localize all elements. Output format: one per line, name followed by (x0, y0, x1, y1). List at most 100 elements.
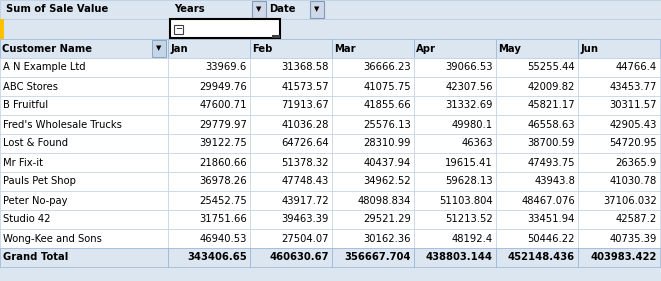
Bar (414, 39, 496, 58)
Text: B Fruitful: B Fruitful (3, 101, 48, 110)
Bar (578, 96, 660, 115)
Bar (332, 210, 414, 229)
Bar (332, 153, 414, 172)
Bar (496, 96, 578, 115)
Bar (496, 210, 578, 229)
Bar (168, 229, 250, 248)
Bar (168, 77, 250, 96)
Bar (0, 77, 168, 96)
Text: Mar: Mar (334, 44, 356, 53)
Bar (0, 58, 168, 77)
Text: −: − (175, 24, 182, 33)
Bar (496, 229, 578, 248)
Text: Feb: Feb (252, 44, 272, 53)
Text: 460630.67: 460630.67 (270, 253, 329, 262)
Bar (168, 96, 250, 115)
Text: 25576.13: 25576.13 (364, 119, 411, 130)
Bar (414, 172, 496, 191)
Bar (0, 19, 4, 39)
Text: Mr Fix-it: Mr Fix-it (3, 157, 43, 167)
Text: 343406.65: 343406.65 (187, 253, 247, 262)
Text: 39463.39: 39463.39 (282, 214, 329, 225)
Bar (332, 39, 414, 58)
Text: 49980.1: 49980.1 (452, 119, 493, 130)
Text: 27504.07: 27504.07 (282, 234, 329, 244)
Bar (332, 172, 414, 191)
Bar (578, 58, 660, 77)
Bar (250, 77, 332, 96)
Text: 33969.6: 33969.6 (206, 62, 247, 72)
Text: 30311.57: 30311.57 (609, 101, 657, 110)
Text: Customer Name: Customer Name (2, 44, 92, 53)
Bar (332, 229, 414, 248)
Bar (414, 115, 496, 134)
Text: 55255.44: 55255.44 (527, 62, 575, 72)
Text: 34962.52: 34962.52 (364, 176, 411, 187)
Bar (0, 39, 661, 58)
Text: 26365.9: 26365.9 (615, 157, 657, 167)
Bar (332, 77, 414, 96)
Bar (0, 210, 168, 229)
Text: 51378.32: 51378.32 (282, 157, 329, 167)
Bar (250, 229, 332, 248)
Bar (168, 248, 250, 267)
Bar (332, 191, 414, 210)
Text: 452148.436: 452148.436 (508, 253, 575, 262)
Text: 41573.57: 41573.57 (282, 81, 329, 92)
Text: 403983.422: 403983.422 (591, 253, 657, 262)
Text: 59628.13: 59628.13 (446, 176, 493, 187)
Bar (0, 0, 661, 19)
Text: 438803.144: 438803.144 (426, 253, 493, 262)
Bar (414, 191, 496, 210)
Text: 50446.22: 50446.22 (527, 234, 575, 244)
Text: 25452.75: 25452.75 (199, 196, 247, 205)
Text: 54720.95: 54720.95 (609, 139, 657, 148)
Text: 48192.4: 48192.4 (452, 234, 493, 244)
Bar (0, 39, 168, 58)
Text: 33451.94: 33451.94 (527, 214, 575, 225)
Text: 71913.67: 71913.67 (281, 101, 329, 110)
Text: 36978.26: 36978.26 (200, 176, 247, 187)
Bar (0, 134, 168, 153)
Text: 2013: 2013 (186, 24, 214, 34)
Bar (332, 134, 414, 153)
Bar (332, 248, 414, 267)
Text: 38700.59: 38700.59 (527, 139, 575, 148)
Bar (496, 115, 578, 134)
Bar (578, 172, 660, 191)
Text: 19615.41: 19615.41 (446, 157, 493, 167)
Text: 46558.63: 46558.63 (527, 119, 575, 130)
Bar (0, 191, 168, 210)
Bar (0, 115, 168, 134)
Text: 51103.804: 51103.804 (440, 196, 493, 205)
Bar (496, 58, 578, 77)
Bar (152, 40, 166, 57)
Text: 42307.56: 42307.56 (446, 81, 493, 92)
Bar (496, 134, 578, 153)
Bar (250, 172, 332, 191)
Text: 41075.75: 41075.75 (364, 81, 411, 92)
Bar (250, 39, 332, 58)
Text: Apr: Apr (416, 44, 436, 53)
Bar (414, 134, 496, 153)
Text: 46940.53: 46940.53 (200, 234, 247, 244)
Text: 47600.71: 47600.71 (200, 101, 247, 110)
Text: 41855.66: 41855.66 (364, 101, 411, 110)
Text: Fred's Wholesale Trucks: Fred's Wholesale Trucks (3, 119, 122, 130)
Bar (332, 96, 414, 115)
Text: 31368.58: 31368.58 (282, 62, 329, 72)
Text: 29521.29: 29521.29 (363, 214, 411, 225)
Text: Grand Total: Grand Total (3, 253, 68, 262)
Bar (332, 58, 414, 77)
Bar (496, 191, 578, 210)
Bar (414, 58, 496, 77)
Text: 44766.4: 44766.4 (616, 62, 657, 72)
Bar (168, 210, 250, 229)
Bar (414, 96, 496, 115)
Bar (578, 229, 660, 248)
Text: ▼: ▼ (315, 6, 320, 12)
Bar (250, 191, 332, 210)
Bar (414, 153, 496, 172)
Bar (310, 1, 324, 18)
Bar (168, 153, 250, 172)
